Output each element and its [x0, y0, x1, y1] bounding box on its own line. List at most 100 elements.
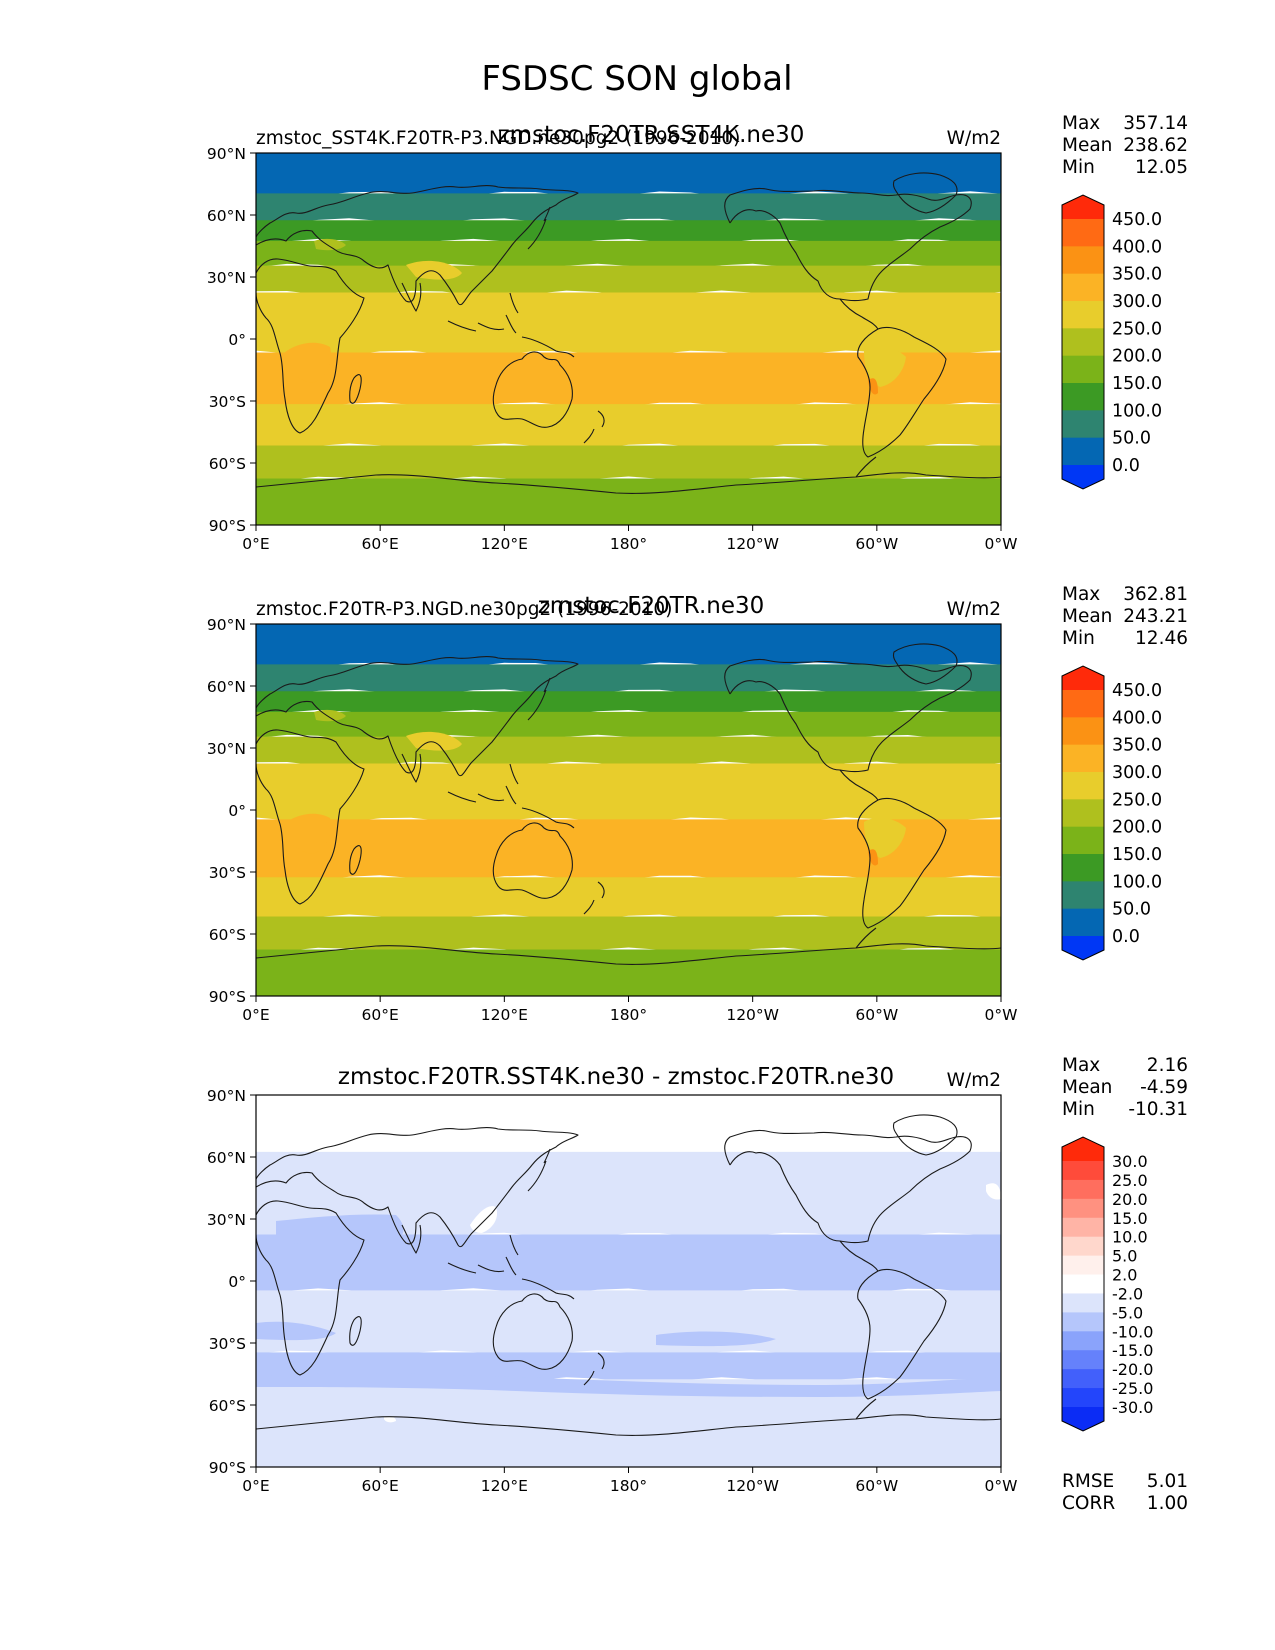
- lat-tick-label: 60°S: [209, 455, 246, 473]
- map-fields: [256, 624, 1001, 996]
- colorbar-swatch: [1062, 437, 1104, 466]
- colorbar-level-label: 200.0: [1112, 347, 1162, 367]
- lat-tick-label: 0°: [228, 802, 246, 820]
- lat-tick-label: 90°S: [209, 517, 246, 535]
- colorbar-swatch: [1062, 383, 1104, 411]
- panel-left-title: zmstoc.F20TR-P3.NGD.ne30pg2 (1996-2010): [256, 599, 672, 620]
- lat-tick-label: 90°N: [207, 616, 246, 634]
- colorbar: 450.0 400.0 350.0 300.0 250.0 200.0 150.0 100.0…: [1061, 194, 1162, 490]
- value-band: [256, 1151, 1001, 1239]
- colorbar-swatch: [1062, 1312, 1104, 1332]
- colorbar-level-label: 350.0: [1112, 265, 1162, 285]
- colorbar-level-label: 350.0: [1112, 736, 1162, 756]
- lon-tick-label: 120°W: [726, 1006, 779, 1024]
- value-band: [256, 819, 1001, 882]
- colorbar-level-label: 450.0: [1112, 681, 1162, 701]
- value-band: [256, 292, 1001, 357]
- colorbar-extend-max: [1062, 1137, 1104, 1161]
- stat-label-min: Min: [1062, 1099, 1095, 1120]
- lat-tick-label: 90°N: [207, 145, 246, 163]
- colorbar-swatch: [1062, 328, 1104, 357]
- stat-value-min: 12.46: [1135, 628, 1188, 649]
- colorbar-level-label: 400.0: [1112, 708, 1162, 728]
- value-band: [256, 478, 1001, 525]
- colorbar-level-label: 450.0: [1112, 210, 1162, 230]
- colorbar-swatch: [1062, 1369, 1104, 1389]
- colorbar-level-label: 200.0: [1112, 818, 1162, 838]
- map-fields: [256, 1095, 1001, 1467]
- lat-tick-label: 60°S: [209, 926, 246, 944]
- colorbar-level-label: -30.0: [1112, 1398, 1153, 1417]
- value-band: [256, 193, 1001, 225]
- colorbar-swatch: [1062, 273, 1104, 302]
- colorbar-level-label: 250.0: [1112, 319, 1162, 339]
- lon-tick-label: 60°E: [362, 535, 399, 553]
- value-band: [256, 1234, 1001, 1295]
- lat-tick-label: 60°S: [209, 1397, 246, 1415]
- value-band: [256, 404, 1001, 450]
- map-area: [255, 152, 1002, 526]
- map-area: [255, 1094, 1002, 1468]
- panel-units: W/m2: [947, 599, 1001, 620]
- value-band: [256, 664, 1001, 696]
- colorbar-level-label: 2.0: [1112, 1266, 1137, 1285]
- lon-tick-label: 0°E: [242, 1477, 269, 1495]
- colorbar-swatch: [1062, 1331, 1104, 1351]
- value-band: [256, 153, 1001, 198]
- colorbar-level-label: 150.0: [1112, 845, 1162, 865]
- stat-value-mean: 238.62: [1123, 135, 1188, 156]
- lon-tick-label: 60°E: [362, 1006, 399, 1024]
- value-band: [256, 352, 1001, 409]
- panels: zmstoc_SST4K.F20TR-P3.NGD.ne30pg2 (1996-…: [207, 113, 1188, 1514]
- colorbar-level-label: -25.0: [1112, 1379, 1153, 1398]
- value-band: [256, 624, 1001, 669]
- map-panel-test: zmstoc_SST4K.F20TR-P3.NGD.ne30pg2 (1996-…: [207, 113, 1188, 553]
- stat-value-min: 12.05: [1135, 157, 1188, 178]
- colorbar-swatch: [1062, 301, 1104, 329]
- panel-units: W/m2: [947, 1070, 1001, 1091]
- stat-value-mean: 243.21: [1123, 606, 1188, 627]
- colorbar-swatch: [1062, 1274, 1104, 1294]
- colorbar-outline: [1061, 194, 1105, 490]
- lon-tick-label: 180°: [610, 1006, 647, 1024]
- value-band: [256, 265, 1001, 297]
- value-band: [256, 711, 1001, 741]
- lat-tick-label: 90°N: [207, 1087, 246, 1105]
- lon-tick-label: 120°E: [481, 1477, 528, 1495]
- colorbar-swatch: [1062, 1255, 1104, 1276]
- stat-label-mean: Mean: [1062, 606, 1112, 627]
- colorbar-swatch: [1062, 744, 1104, 773]
- colorbar-level-label: 250.0: [1112, 790, 1162, 810]
- lat-tick-label: 30°N: [207, 269, 246, 287]
- colorbar-level-label: 150.0: [1112, 374, 1162, 394]
- value-band: [256, 445, 1001, 483]
- colorbar-level-label: 30.0: [1112, 1152, 1148, 1171]
- colorbar-level-label: 300.0: [1112, 763, 1162, 783]
- colorbar-level-label: 5.0: [1112, 1247, 1137, 1266]
- stat-label-min: Min: [1062, 628, 1095, 649]
- colorbar-level-label: 400.0: [1112, 237, 1162, 257]
- panel-units: W/m2: [947, 128, 1001, 149]
- lon-tick-label: 60°E: [362, 1477, 399, 1495]
- stat-value-mean: -4.59: [1140, 1077, 1188, 1098]
- colorbar-swatch: [1062, 1217, 1104, 1238]
- value-band: [256, 1379, 1001, 1467]
- lon-tick-label: 0°E: [242, 535, 269, 553]
- map-fields: [256, 153, 1001, 525]
- footer-stat-value-corr: 1.00: [1147, 1493, 1188, 1514]
- lat-tick-label: 60°N: [207, 1149, 246, 1167]
- footer-stat-label-corr: CORR: [1062, 1493, 1115, 1514]
- lat-tick-label: 90°S: [209, 988, 246, 1006]
- colorbar-level-label: -2.0: [1112, 1284, 1143, 1303]
- colorbar-swatch: [1062, 826, 1104, 855]
- colorbar-swatch: [1062, 1236, 1104, 1257]
- stat-value-min: -10.31: [1128, 1099, 1188, 1120]
- colorbar: 30.025.020.015.010.05.02.0-2.0-5.0-10.0-…: [1061, 1136, 1153, 1432]
- panel-center-title: zmstoc.F20TR.ne30: [538, 593, 765, 619]
- lat-tick-label: 0°: [228, 1273, 246, 1291]
- value-band: [256, 949, 1001, 996]
- lat-tick-label: 30°N: [207, 1211, 246, 1229]
- colorbar-swatch: [1062, 881, 1104, 910]
- value-band: [256, 691, 1001, 716]
- colorbar-swatch: [1062, 772, 1104, 800]
